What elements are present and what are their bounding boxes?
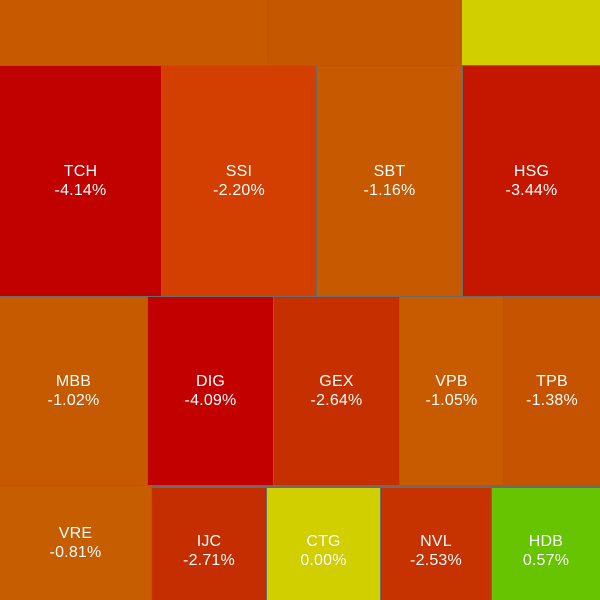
tile-change: 0.00%	[300, 551, 347, 569]
tile-symbol: NVL	[420, 532, 452, 550]
tile-change: -4.09%	[184, 391, 237, 409]
tile-change: -1.16%	[363, 181, 416, 199]
tile-symbol: VRE	[58, 524, 93, 542]
tile-symbol: SSI	[225, 162, 253, 180]
tile-symbol: GEX	[319, 372, 354, 390]
heatmap-tile-dig[interactable]: DIG -4.09%	[148, 297, 273, 485]
heatmap-tile-mbb[interactable]: MBB -1.02%	[0, 297, 147, 485]
heatmap-tile-gex[interactable]: GEX -2.64%	[274, 297, 399, 485]
tile-change: -2.20%	[213, 181, 265, 199]
tile-change: -3.44%	[505, 181, 558, 199]
tile-symbol: HSG	[513, 162, 550, 180]
tile-symbol: HDB	[528, 532, 564, 550]
heatmap-tile-ctg[interactable]: CTG 0.00%	[267, 488, 380, 600]
heatmap-tile-top-2[interactable]	[268, 0, 461, 65]
tile-symbol: TCH	[63, 162, 98, 180]
tile-symbol: MBB	[55, 372, 92, 390]
tile-change: -0.81%	[49, 543, 102, 561]
tile-change: -4.14%	[54, 181, 107, 199]
tile-symbol: DIG	[195, 372, 226, 390]
tile-change: -1.02%	[47, 391, 100, 409]
heatmap-tile-ijc[interactable]: IJC -2.71%	[152, 488, 266, 600]
tile-change: -1.05%	[425, 391, 478, 409]
heatmap-tile-nvl[interactable]: NVL -2.53%	[381, 488, 491, 600]
tile-change: 0.57%	[522, 551, 570, 569]
tile-symbol: VPB	[435, 372, 468, 390]
tile-symbol: IJC	[196, 532, 222, 550]
tile-symbol: SBT	[373, 162, 406, 180]
heatmap-tile-tch[interactable]: TCH -4.14%	[0, 66, 161, 296]
heatmap-tile-vpb[interactable]: VPB -1.05%	[400, 297, 503, 485]
heatmap-tile-top-1[interactable]	[0, 0, 267, 65]
tile-change: -2.64%	[310, 391, 363, 409]
heatmap-tile-vre[interactable]: VRE -0.81%	[0, 486, 151, 600]
tile-change: -1.38%	[526, 391, 578, 409]
heatmap-tile-top-3[interactable]	[462, 0, 600, 65]
tile-symbol: CTG	[306, 532, 341, 550]
heatmap-tile-sbt[interactable]: SBT -1.16%	[317, 66, 462, 296]
heatmap-tile-hdb[interactable]: HDB 0.57%	[492, 488, 600, 600]
tile-change: -2.71%	[183, 551, 235, 569]
heatmap-tile-hsg[interactable]: HSG -3.44%	[463, 66, 600, 296]
heatmap-tile-tpb[interactable]: TPB -1.38%	[504, 297, 600, 485]
heatmap-tile-ssi[interactable]: SSI -2.20%	[162, 66, 316, 296]
tile-symbol: TPB	[536, 372, 568, 390]
tile-change: -2.53%	[410, 551, 462, 569]
